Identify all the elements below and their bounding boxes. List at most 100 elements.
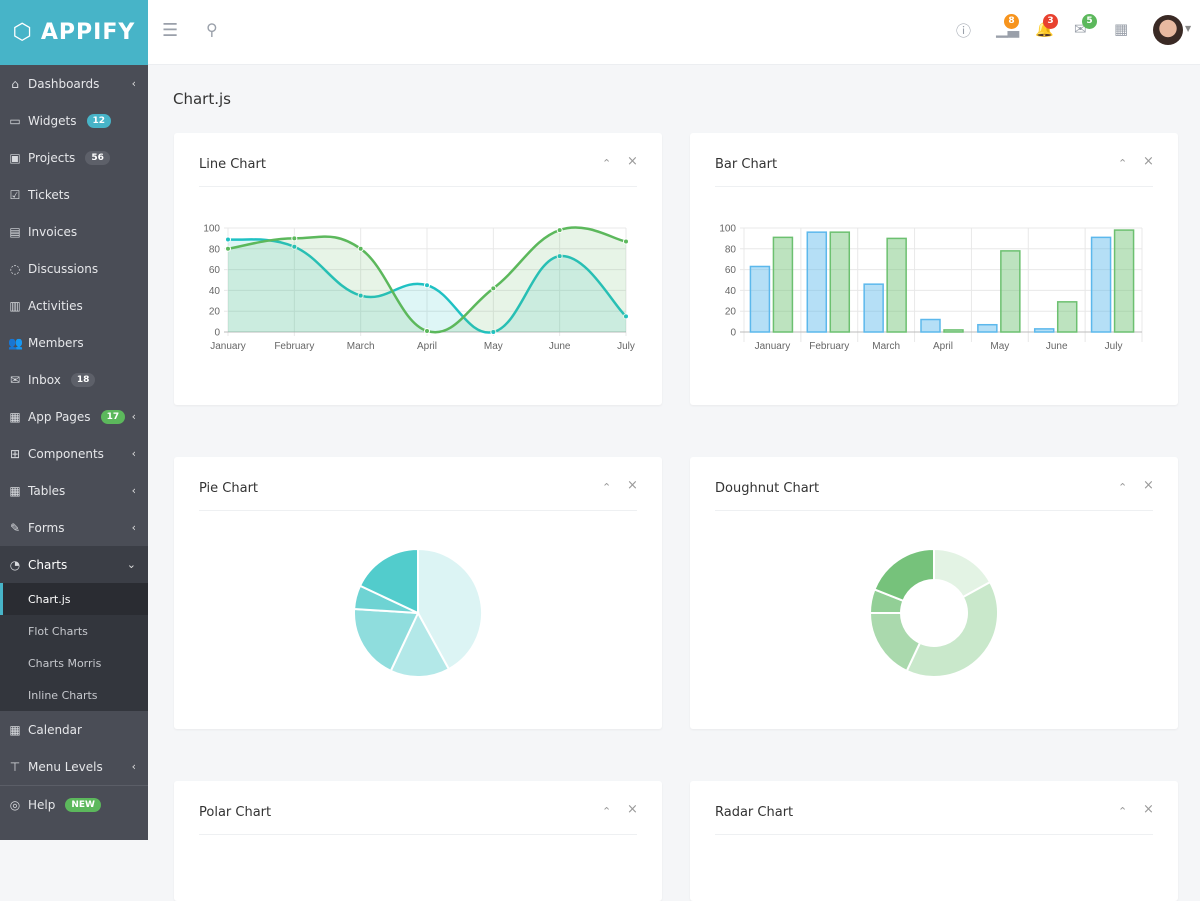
collapse-icon[interactable]: ⌃: [602, 481, 612, 494]
sidebar-subitem-chart-js[interactable]: Chart.js: [0, 583, 148, 615]
table-icon: ▦: [9, 483, 21, 498]
sidebar-item-app-pages[interactable]: ▦ App Pages 17 ‹: [0, 398, 148, 435]
bar-chart-icon[interactable]: ▁▃ 8: [996, 14, 1020, 38]
collapse-icon[interactable]: ⌃: [602, 805, 612, 818]
chevron-left-icon: ‹: [131, 447, 136, 460]
sidebar-item-label: Components: [28, 446, 104, 461]
avatar[interactable]: [1153, 15, 1183, 45]
sidebar-item-label: Widgets: [28, 113, 77, 128]
sidebar-item-components[interactable]: ⊞ Components ‹: [0, 435, 148, 472]
y-tick-label: 0: [214, 328, 220, 339]
card-title: Line Chart: [199, 157, 266, 172]
data-point: [357, 292, 364, 299]
y-tick-label: 80: [725, 244, 737, 255]
chevron-left-icon: ‹: [131, 410, 136, 423]
collapse-icon[interactable]: ⌃: [602, 157, 612, 170]
avatar-dropdown-icon[interactable]: ▼: [1185, 24, 1192, 33]
card-polar-chart: Polar Chart ⌃ ×: [174, 781, 662, 901]
sidebar-item-tickets[interactable]: ☑ Tickets: [0, 176, 148, 213]
data-point: [225, 236, 231, 243]
chevron-left-icon: ‹: [131, 521, 136, 534]
chat-icon: ◌: [9, 261, 21, 276]
x-tick-label: July: [1105, 341, 1123, 352]
collapse-icon[interactable]: ⌃: [1118, 805, 1128, 818]
sidebar-item-dashboards[interactable]: ⌂ Dashboards ‹: [0, 65, 148, 102]
sidebar-subitem-flot-charts[interactable]: Flot Charts: [28, 624, 88, 638]
sidebar-item-label: Inbox: [28, 372, 61, 387]
chevron-left-icon: ‹: [131, 77, 136, 90]
sidebar-item-projects[interactable]: ▣ Projects 56: [0, 139, 148, 176]
sidebar-subitem-inline-charts[interactable]: Inline Charts: [28, 688, 98, 702]
search-icon[interactable]: ⚲: [206, 20, 218, 39]
sidebar-item-widgets[interactable]: ▭ Widgets 12: [0, 102, 148, 139]
sidebar-item-label: Activities: [28, 298, 83, 313]
card-pie-chart: Pie Chart ⌃ ×: [174, 457, 662, 729]
collapse-icon[interactable]: ⌃: [1118, 481, 1128, 494]
bar: [977, 323, 998, 333]
sidebar-item-discussions[interactable]: ◌ Discussions: [0, 250, 148, 287]
building-icon: ▦: [9, 409, 21, 424]
sidebar-toggle-icon[interactable]: ☰: [162, 20, 179, 41]
sidebar-badge: 17: [100, 409, 126, 424]
notification-badge: 5: [1082, 14, 1097, 29]
sidebar-item-help[interactable]: ◎ Help NEW: [0, 786, 148, 823]
close-icon[interactable]: ×: [627, 154, 638, 169]
sidebar-item-label: Calendar: [28, 722, 82, 737]
sidebar-item-tables[interactable]: ▦ Tables ‹: [0, 472, 148, 509]
close-icon[interactable]: ×: [627, 802, 638, 817]
inbox-tray-icon: ▭: [9, 113, 21, 128]
sidebar-item-label: Tickets: [28, 187, 70, 202]
grid-icon[interactable]: ▦: [1114, 20, 1129, 38]
data-point: [490, 285, 497, 292]
x-tick-label: January: [210, 341, 246, 352]
card-bar-chart: Bar Chart ⌃ × 0 20 40 60 80 100 January Februar…: [690, 133, 1178, 405]
sidebar-item-members[interactable]: 👥 Members: [0, 324, 148, 361]
bar: [772, 236, 794, 333]
y-tick-label: 20: [725, 307, 737, 318]
sidebar-item-calendar[interactable]: ▦ Calendar: [0, 711, 148, 748]
x-tick-label: May: [990, 341, 1009, 352]
sidebar-item-charts[interactable]: ◔ Charts ⌄: [0, 546, 148, 583]
chevron-left-icon: ‹: [131, 484, 136, 497]
info-icon[interactable]: ⓘ: [956, 22, 972, 40]
cube-icon: ⬡: [12, 20, 33, 45]
y-tick-label: 100: [719, 224, 736, 235]
sidebar-subitem-charts-morris[interactable]: Charts Morris: [28, 656, 102, 670]
sidebar-item-menu-levels[interactable]: ⊤ Menu Levels ‹: [0, 748, 148, 785]
logo[interactable]: ⬡ APPIFY: [0, 0, 148, 65]
y-tick-label: 80: [209, 244, 221, 255]
pie-slice: [358, 547, 419, 615]
envelope-icon[interactable]: ✉ 5: [1074, 14, 1097, 38]
close-icon[interactable]: ×: [1143, 478, 1154, 493]
chevron-down-icon: ⌄: [126, 558, 136, 571]
card-title: Doughnut Chart: [715, 481, 820, 496]
sidebar-item-forms[interactable]: ✎ Forms ‹: [0, 509, 148, 546]
close-icon[interactable]: ×: [1143, 154, 1154, 169]
sidebar-item-activities[interactable]: ▥ Activities: [0, 287, 148, 324]
sidebar-item-label: Invoices: [28, 224, 78, 239]
data-point: [424, 327, 430, 334]
chart-canvas: 0 20 40 60 80 100 January February March April May…: [203, 224, 635, 353]
x-tick-label: July: [617, 341, 635, 352]
card-line-chart: Line Chart ⌃ × 0 20 40 60 80 100 January Februa…: [174, 133, 662, 405]
x-tick-label: June: [1046, 341, 1068, 352]
bar: [1113, 229, 1135, 333]
close-icon[interactable]: ×: [1143, 802, 1154, 817]
data-point: [623, 313, 629, 320]
sidebar-badge: 56: [85, 150, 110, 165]
sidebar-item-label: Projects: [28, 150, 76, 165]
bar: [1056, 301, 1078, 333]
puzzle-icon: ⊞: [9, 446, 21, 461]
sidebar-item-label: Menu Levels: [28, 759, 103, 774]
y-tick-label: 60: [725, 265, 737, 276]
card-divider: [199, 510, 637, 511]
sidebar-item-invoices[interactable]: ▤ Invoices: [0, 213, 148, 250]
sidebar-item-inbox[interactable]: ✉ Inbox 18: [0, 361, 148, 398]
data-point: [225, 245, 231, 252]
close-icon[interactable]: ×: [627, 478, 638, 493]
app-name: APPIFY: [40, 20, 136, 45]
collapse-icon[interactable]: ⌃: [1118, 157, 1128, 170]
card-divider: [715, 186, 1153, 187]
bell-icon[interactable]: 🔔 3: [1035, 14, 1058, 38]
card-divider: [715, 510, 1153, 511]
